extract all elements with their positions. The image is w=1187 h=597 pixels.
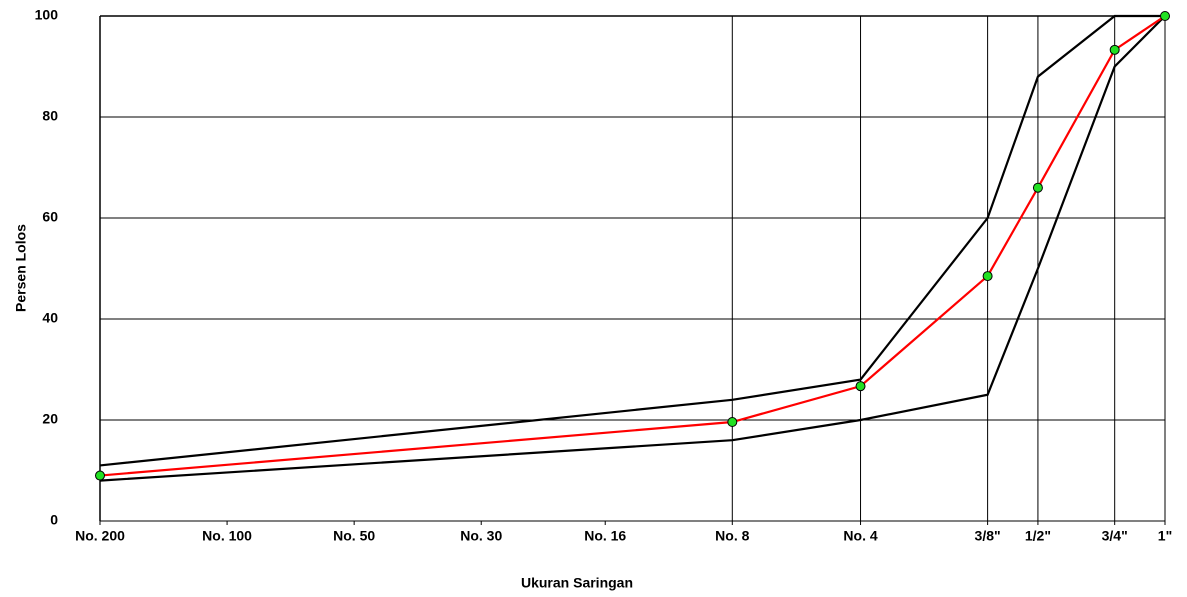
x-axis-title: Ukuran Saringan <box>521 575 633 591</box>
y-tick-label: 60 <box>42 209 58 225</box>
series-line <box>99 14 1165 467</box>
data-point <box>855 381 866 392</box>
data-point <box>1032 182 1043 193</box>
y-tick-label: 80 <box>42 108 58 124</box>
x-tick-label: No. 16 <box>584 528 626 544</box>
x-tick-label: 1" <box>1158 528 1172 544</box>
data-point <box>1160 11 1170 21</box>
data-point <box>95 470 105 481</box>
x-tick-label: No. 4 <box>843 528 877 544</box>
data-point <box>982 271 993 282</box>
y-tick-label: 20 <box>42 411 58 427</box>
y-axis-title: Persen Lolos <box>13 224 29 312</box>
series-line <box>99 15 1166 477</box>
series-line <box>99 15 1166 482</box>
data-point <box>1109 44 1120 55</box>
y-tick-label: 0 <box>50 512 58 528</box>
x-tick-label: No. 200 <box>75 528 125 544</box>
x-tick-label: 3/4" <box>1102 528 1128 544</box>
y-tick-label: 40 <box>42 310 58 326</box>
x-tick-label: No. 8 <box>715 528 749 544</box>
x-tick-label: No. 30 <box>460 528 502 544</box>
x-tick-label: 3/8" <box>975 528 1001 544</box>
y-tick-label: 100 <box>35 7 59 23</box>
x-tick-label: 1/2" <box>1025 528 1051 544</box>
x-tick-label: No. 50 <box>333 528 375 544</box>
data-point <box>727 417 738 428</box>
x-tick-label: No. 100 <box>202 528 252 544</box>
